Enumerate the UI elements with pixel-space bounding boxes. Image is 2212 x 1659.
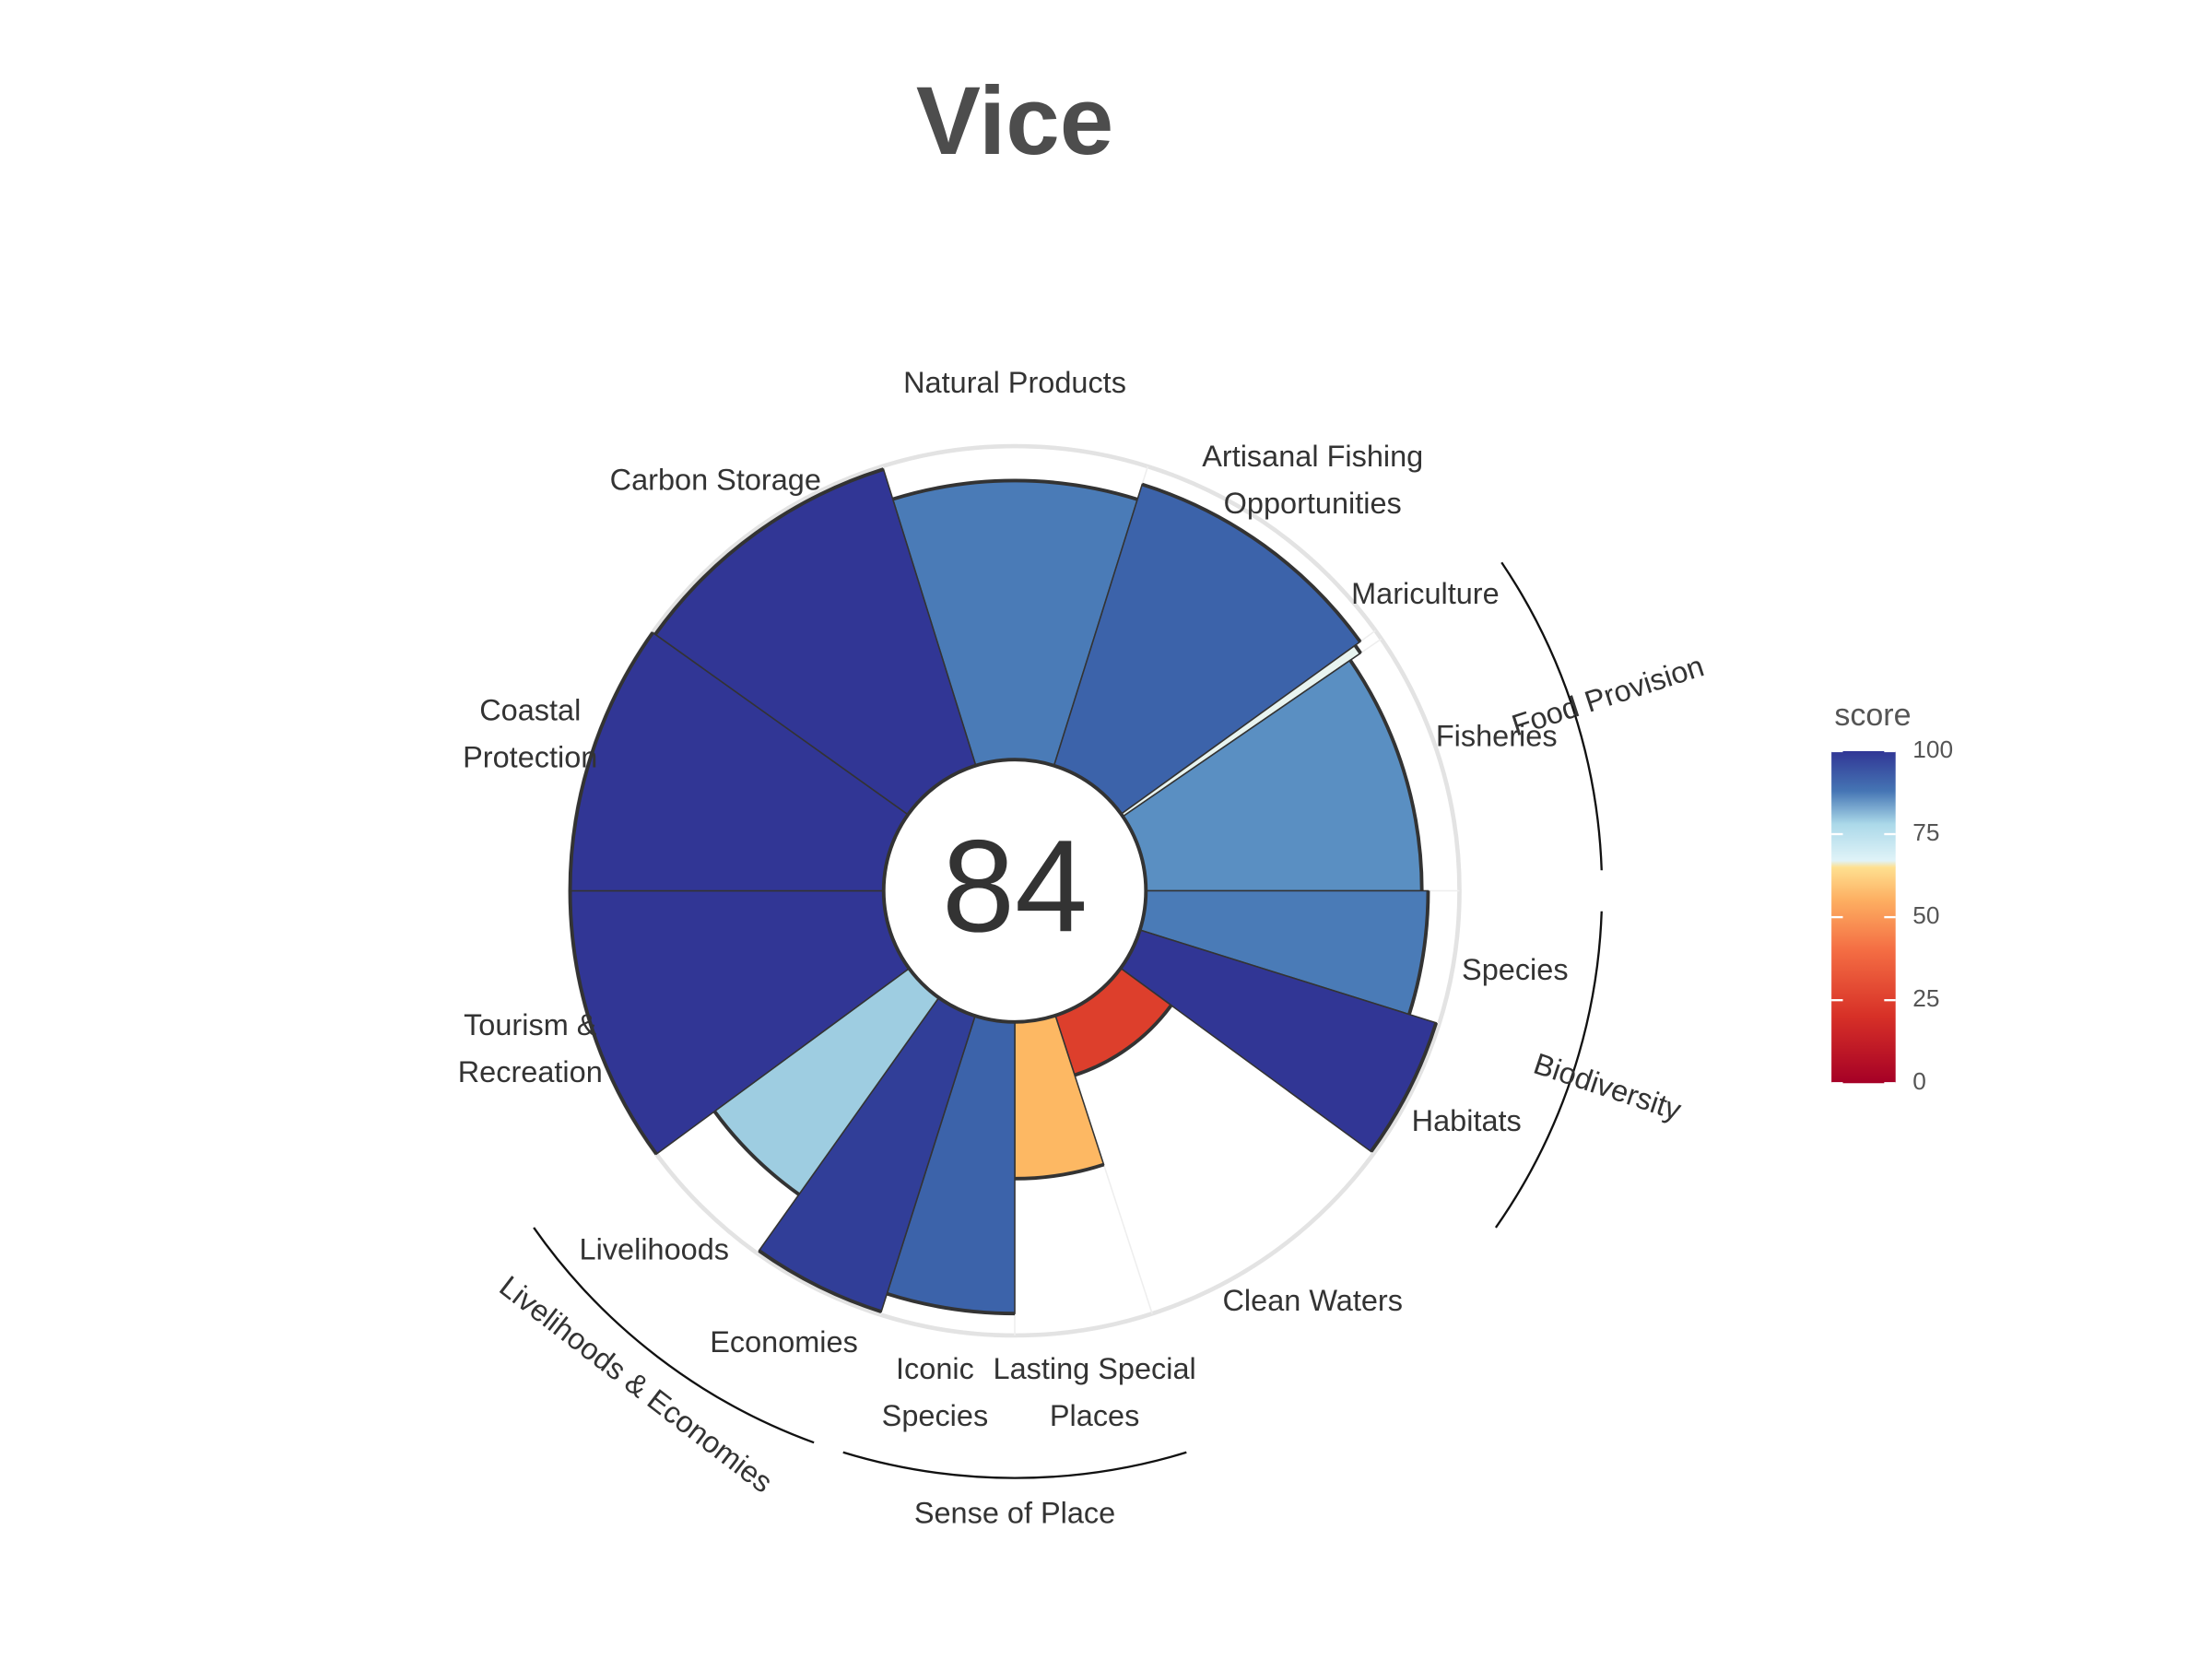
petal-edge bbox=[1370, 1022, 1439, 1153]
petal-edge bbox=[653, 467, 885, 636]
goal-label: Habitats bbox=[1412, 1104, 1522, 1137]
goal-label: Livelihoods bbox=[580, 1232, 729, 1265]
petal-edge bbox=[1348, 659, 1424, 891]
legend-tick-label: 50 bbox=[1912, 901, 1939, 929]
group-arc bbox=[1494, 911, 1603, 1229]
group-label: Food Provision bbox=[1508, 649, 1708, 742]
legend-tick-label: 25 bbox=[1912, 984, 1939, 1012]
petal-edge bbox=[568, 631, 654, 891]
goal-label: Species bbox=[1462, 953, 1569, 986]
goal-label: Carbon Storage bbox=[610, 463, 821, 496]
petal-edge bbox=[1074, 1004, 1173, 1077]
group-label: Livelihoods & Economies bbox=[493, 1269, 779, 1499]
petal-edge bbox=[1015, 1162, 1105, 1181]
group-arc bbox=[1500, 561, 1603, 871]
petal-edge bbox=[1353, 644, 1362, 654]
center-score: 84 bbox=[942, 813, 1088, 959]
goal-label: Clean Waters bbox=[1222, 1284, 1402, 1317]
goal-label: Artisanal Fishing Opportunities bbox=[1202, 440, 1423, 520]
group-arc bbox=[842, 1451, 1187, 1479]
petal-edge bbox=[758, 1249, 882, 1313]
petal-edge bbox=[568, 890, 658, 1156]
legend-title: score bbox=[1834, 698, 1911, 733]
group-label: Sense of Place bbox=[914, 1496, 1115, 1529]
group-arc bbox=[533, 1227, 815, 1444]
chart-title: Vice bbox=[916, 67, 1113, 175]
goal-label: Natural Products bbox=[903, 366, 1126, 399]
plot-area: Natural Products Artisanal Fishing Opportu… bbox=[458, 366, 1708, 1529]
legend-tick-label: 0 bbox=[1912, 1067, 1926, 1095]
petal-edge bbox=[886, 1291, 1016, 1316]
goal-label: Iconic Species bbox=[882, 1351, 989, 1431]
goal-label: Lasting Special Places bbox=[994, 1351, 1196, 1431]
legend-tick-label: 100 bbox=[1912, 735, 1953, 763]
legend-tick-label: 75 bbox=[1912, 818, 1939, 846]
center-circle bbox=[881, 758, 1148, 1024]
goal-label: Mariculture bbox=[1351, 577, 1500, 610]
petal-edge bbox=[1141, 482, 1362, 643]
petal-edge bbox=[712, 1110, 800, 1196]
goal-label: Fisheries bbox=[1436, 720, 1558, 753]
petal-edge bbox=[892, 478, 1138, 501]
group-label: Biodiversity bbox=[1530, 1047, 1687, 1127]
petal-edge bbox=[1407, 890, 1430, 1016]
goal-label: Coastal Protection bbox=[463, 693, 597, 773]
goal-label: Economies bbox=[710, 1325, 858, 1359]
goal-label: Tourism & Recreation bbox=[458, 1008, 603, 1088]
